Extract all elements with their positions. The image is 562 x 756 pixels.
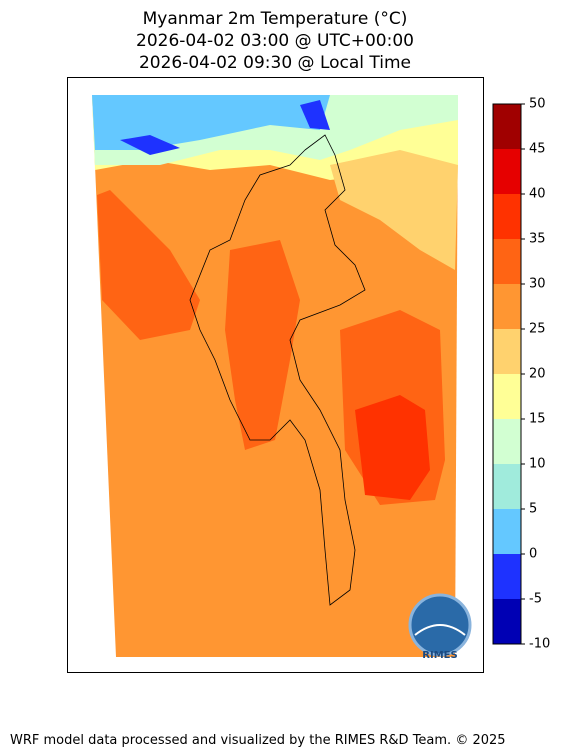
colorbar-tick-label: -10 — [529, 637, 550, 652]
colorbar-bin — [493, 374, 521, 419]
colorbar-tick-label: 5 — [529, 502, 537, 517]
title-line: 2026-04-02 03:00 @ UTC+00:00 — [136, 31, 414, 51]
colorbar-bin — [493, 284, 521, 329]
colorbar-bin — [493, 104, 521, 149]
colorbar-bin — [493, 554, 521, 599]
colorbar-bin — [493, 599, 521, 644]
colorbar-tick-label: 30 — [529, 277, 546, 292]
country-outline — [189, 134, 366, 606]
title-line: Myanmar 2m Temperature (°C) — [143, 9, 408, 29]
colorbar-bin — [493, 149, 521, 194]
title-line: 2026-04-02 09:30 @ Local Time — [139, 53, 411, 73]
colorbar-tick-label: 45 — [529, 142, 546, 157]
colorbar-tick-label: 35 — [529, 232, 546, 247]
footer: WRF model data processed and visualized … — [10, 733, 506, 748]
colorbar-bin — [493, 239, 521, 284]
colorbar-tick-label: 10 — [529, 457, 546, 472]
colorbar-tick-label: 40 — [529, 187, 546, 202]
colorbar-bin — [493, 419, 521, 464]
colorbar-bin — [493, 464, 521, 509]
colorbar-tick-label: 20 — [529, 367, 546, 382]
logo: RIMES — [408, 593, 472, 661]
colorbar-bin — [493, 509, 521, 554]
colorbar-bin — [493, 194, 521, 239]
colorbar-tick-label: 50 — [529, 97, 546, 112]
colorbar-tick-label: 0 — [529, 547, 537, 562]
colorbar-bin — [493, 329, 521, 374]
logo-text: RIMES — [422, 650, 457, 661]
temperature-field — [92, 95, 458, 657]
colorbar-tick-label: -5 — [529, 592, 542, 607]
colorbar: -10 -5 0 5 10 15 20 25 30 35 40 45 50 — [492, 97, 550, 652]
colorbar-tick-label: 15 — [529, 412, 546, 427]
colorbar-tick-label: 25 — [529, 322, 546, 337]
